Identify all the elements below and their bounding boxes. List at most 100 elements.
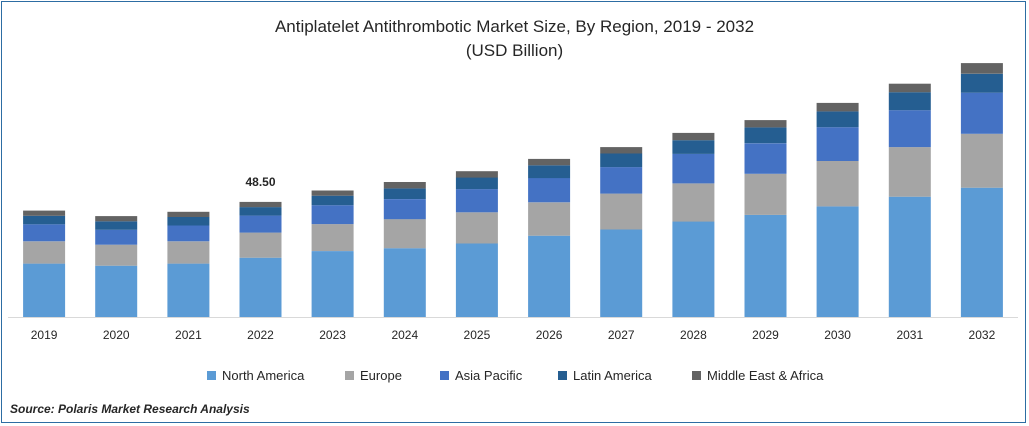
bar-segment-north-america-2026 — [528, 235, 571, 317]
x-tick-label-2024: 2024 — [391, 328, 418, 342]
x-tick-label-2029: 2029 — [752, 328, 779, 342]
bar-segment-europe-2030 — [816, 161, 859, 207]
bar-segment-europe-2022 — [239, 232, 282, 258]
x-tick-label-2022: 2022 — [247, 328, 274, 342]
bar-segment-asia-pacific-2025 — [455, 189, 498, 213]
bar-segment-middle-east-africa-2024 — [383, 182, 426, 189]
bar-segment-europe-2023 — [311, 224, 354, 251]
bar-segment-asia-pacific-2020 — [95, 229, 138, 245]
legend-item-europe: Europe — [345, 368, 402, 386]
legend-swatch — [558, 371, 567, 380]
legend-swatch — [345, 371, 354, 380]
x-tick-label-2021: 2021 — [175, 328, 202, 342]
legend-label: Europe — [360, 368, 402, 383]
x-tick-label-2019: 2019 — [31, 328, 58, 342]
x-tick-label-2026: 2026 — [536, 328, 563, 342]
bar-segment-middle-east-africa-2023 — [311, 190, 354, 196]
bar-segment-north-america-2022 — [239, 257, 282, 317]
bar-segment-north-america-2028 — [672, 221, 715, 317]
bar-segment-latin-america-2031 — [888, 92, 931, 111]
chart-title: Antiplatelet Antithrombotic Market Size,… — [274, 17, 755, 36]
bar-segment-latin-america-2027 — [600, 153, 643, 168]
bar-segment-europe-2029 — [744, 173, 787, 215]
bar-segment-middle-east-africa-2031 — [888, 83, 931, 93]
bar-segment-asia-pacific-2027 — [600, 167, 643, 194]
bar-segment-europe-2024 — [383, 219, 426, 249]
bar-segment-latin-america-2030 — [816, 111, 859, 128]
x-tick-label-2032: 2032 — [969, 328, 996, 342]
chart-subtitle: (USD Billion) — [465, 41, 564, 60]
chart-legend: North America Europe Asia Pacific Latin Ame… — [0, 368, 1029, 386]
bar-segment-north-america-2030 — [816, 206, 859, 317]
bar-segment-asia-pacific-2026 — [528, 178, 571, 203]
bar-segment-europe-2020 — [95, 244, 138, 266]
bar-segment-middle-east-africa-2019 — [23, 210, 66, 216]
bar-segment-north-america-2029 — [744, 214, 787, 317]
bar-segment-europe-2028 — [672, 183, 715, 222]
data-label-2022: 48.50 — [245, 175, 275, 189]
x-tick-label-2027: 2027 — [608, 328, 635, 342]
bar-segment-asia-pacific-2030 — [816, 127, 859, 161]
legend-swatch — [440, 371, 449, 380]
bar-segment-asia-pacific-2032 — [960, 92, 1003, 134]
bar-segment-middle-east-africa-2027 — [600, 147, 643, 154]
bar-segment-europe-2032 — [960, 133, 1003, 188]
legend-label: Latin America — [573, 368, 652, 383]
bar-segment-latin-america-2032 — [960, 73, 1003, 93]
bar-segment-latin-america-2023 — [311, 195, 354, 206]
x-tick-label-2031: 2031 — [896, 328, 923, 342]
x-tick-label-2023: 2023 — [319, 328, 346, 342]
bar-segment-north-america-2031 — [888, 196, 931, 317]
bar-segment-latin-america-2024 — [383, 188, 426, 199]
bar-segment-middle-east-africa-2022 — [239, 201, 282, 208]
bar-segment-middle-east-africa-2028 — [672, 132, 715, 141]
source-note: Source: Polaris Market Research Analysis — [10, 402, 250, 416]
legend-item-latin-america: Latin America — [558, 368, 652, 386]
bar-segment-north-america-2027 — [600, 229, 643, 317]
legend-label: Asia Pacific — [455, 368, 523, 383]
bar-segment-middle-east-africa-2025 — [455, 171, 498, 178]
bar-segment-europe-2031 — [888, 147, 931, 197]
bar-segment-north-america-2021 — [167, 263, 210, 317]
bar-segment-latin-america-2021 — [167, 217, 210, 226]
bar-segment-europe-2019 — [23, 241, 66, 264]
bar-segment-latin-america-2029 — [744, 127, 787, 144]
bar-segment-europe-2025 — [455, 212, 498, 244]
bar-segment-latin-america-2028 — [672, 140, 715, 154]
bar-segment-latin-america-2026 — [528, 165, 571, 179]
legend-item-middle-east-africa: Middle East & Africa — [692, 368, 823, 386]
legend-label: Middle East & Africa — [707, 368, 824, 383]
bar-segment-asia-pacific-2019 — [23, 224, 66, 242]
bar-segment-north-america-2025 — [455, 243, 498, 317]
bar-segment-north-america-2019 — [23, 263, 66, 317]
legend-swatch — [692, 371, 701, 380]
bar-segment-middle-east-africa-2020 — [95, 216, 138, 222]
bar-segment-latin-america-2020 — [95, 221, 138, 230]
legend-item-asia-pacific: Asia Pacific — [440, 368, 522, 386]
bar-segment-middle-east-africa-2030 — [816, 102, 859, 112]
bar-segment-north-america-2024 — [383, 248, 426, 317]
bar-segment-europe-2026 — [528, 202, 571, 236]
bar-segment-middle-east-africa-2026 — [528, 158, 571, 166]
bar-segment-latin-america-2019 — [23, 215, 66, 225]
bar-segment-asia-pacific-2022 — [239, 215, 282, 233]
bar-segment-latin-america-2025 — [455, 177, 498, 190]
legend-label: North America — [222, 368, 305, 383]
x-tick-label-2025: 2025 — [464, 328, 491, 342]
bar-segment-latin-america-2022 — [239, 207, 282, 216]
legend-swatch — [207, 371, 216, 380]
bar-segment-asia-pacific-2024 — [383, 199, 426, 220]
x-tick-label-2030: 2030 — [824, 328, 851, 342]
bar-segment-middle-east-africa-2021 — [167, 211, 210, 217]
bar-segment-north-america-2032 — [960, 187, 1003, 317]
legend-item-north-america: North America — [207, 368, 304, 386]
bar-segment-asia-pacific-2029 — [744, 143, 787, 174]
bar-segment-middle-east-africa-2029 — [744, 120, 787, 128]
bar-segment-asia-pacific-2021 — [167, 225, 210, 242]
bar-segment-europe-2027 — [600, 193, 643, 230]
bar-segment-asia-pacific-2028 — [672, 153, 715, 184]
bar-segment-asia-pacific-2031 — [888, 110, 931, 148]
bar-segment-north-america-2023 — [311, 251, 354, 317]
bar-segment-middle-east-africa-2032 — [960, 63, 1003, 74]
